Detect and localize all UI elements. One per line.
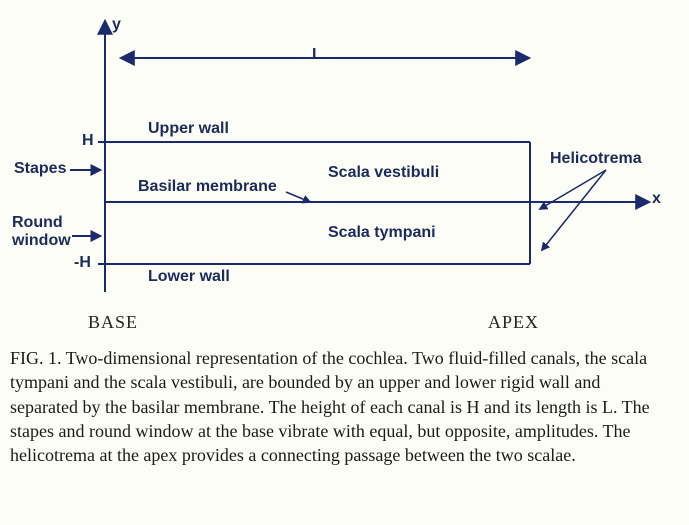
helicotrema-arrow1-icon — [540, 170, 606, 209]
basilar-leader-icon — [286, 192, 310, 202]
dim-L-label: L — [312, 46, 322, 64]
round-window-label-l2: window — [12, 232, 71, 250]
tick-minusH-label: -H — [74, 254, 91, 272]
round-window-label-l1: Round — [12, 214, 63, 232]
scala-tympani-label: Scala tympani — [328, 224, 436, 242]
upper-wall-label: Upper wall — [148, 120, 229, 138]
helicotrema-arrow2-icon — [542, 170, 606, 250]
lower-wall-label: Lower wall — [148, 268, 230, 286]
tick-H-label: H — [82, 132, 94, 150]
stapes-label: Stapes — [14, 160, 66, 178]
y-axis-label: y — [112, 16, 121, 34]
x-axis-label: x — [652, 190, 661, 208]
figure-caption: FIG. 1. Two-dimensional representation o… — [10, 346, 670, 467]
scala-vestibuli-label: Scala vestibuli — [328, 164, 439, 182]
basilar-label: Basilar membrane — [138, 178, 277, 196]
apex-label: APEX — [488, 312, 539, 333]
cochlea-diagram: y x L H -H Upper wall Lower wall Stapes … — [10, 10, 679, 340]
base-label: BASE — [88, 312, 138, 333]
helicotrema-label: Helicotrema — [550, 150, 642, 168]
